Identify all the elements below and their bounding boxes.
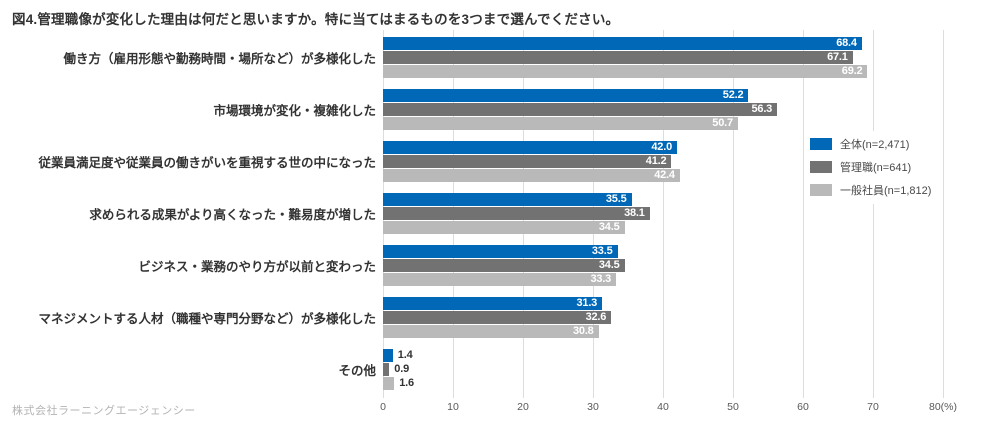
footer-company-name: 株式会社ラーニングエージェンシー (12, 405, 196, 417)
legend-swatch (810, 138, 832, 150)
bar-value-label: 50.7 (712, 117, 733, 129)
category-label: 働き方（雇用形態や勤務時間・場所など）が多様化した (63, 52, 376, 66)
plot-area: 68.4 67.1 69.2 52.2 56.3 50.7 42.0 41.2 42.4 35.5… (383, 30, 944, 398)
bar-value-label: 69.2 (841, 65, 863, 77)
bar: 32.6 (383, 311, 612, 324)
legend-swatch (810, 161, 832, 173)
chart-title: 図4.管理職像が変化した理由は何だと思いますか。特に当てはまるものを3つまで選ん… (12, 12, 620, 27)
category-label: その他 (338, 364, 376, 378)
gridline (943, 30, 944, 398)
bar (383, 363, 390, 376)
bar: 35.5 (383, 193, 632, 206)
bar-value-label: 67.1 (827, 51, 848, 63)
x-tick-label: 30 (587, 401, 599, 413)
bar: 52.2 (383, 89, 749, 102)
bar-value-label: 42.0 (651, 141, 672, 153)
bar: 33.3 (383, 273, 617, 286)
legend-label: 管理職(n=641) (840, 162, 912, 174)
x-tick-label: 40 (657, 401, 669, 413)
bar-value-label: 0.9 (394, 363, 409, 375)
bar-value-label: 34.5 (598, 259, 620, 271)
legend: 全体(n=2,471) 管理職(n=641) 一般社員(n=1,812) (806, 131, 942, 204)
bar-value-label: 33.3 (590, 273, 612, 285)
gridline (663, 30, 664, 398)
bar: 41.2 (383, 155, 672, 168)
bar-value-label: 1.6 (399, 377, 414, 389)
bar-value-label: 1.4 (397, 349, 413, 361)
legend-label: 全体(n=2,471) (840, 139, 910, 151)
legend-item: 全体(n=2,471) (810, 136, 931, 152)
legend-item: 管理職(n=641) (810, 159, 931, 175)
bar-value-label: 41.2 (645, 155, 667, 167)
category-label: 求められる成果がより高くなった・難易度が増した (89, 208, 376, 222)
legend-swatch (810, 184, 832, 196)
gridline (873, 30, 874, 398)
category-label: マネジメントする人材（職種や専門分野など）が多様化した (38, 312, 376, 326)
x-tick-label: 50 (727, 401, 739, 413)
bar-value-label: 38.1 (624, 207, 645, 219)
category-label: ビジネス・業務のやり方が以前と変わった (138, 260, 376, 274)
bar-value-label: 52.2 (722, 89, 744, 101)
bar: 42.4 (383, 169, 680, 182)
bar-value-label: 56.3 (751, 103, 773, 115)
bar: 34.5 (383, 221, 625, 234)
bar-value-label: 32.6 (585, 311, 607, 323)
bar: 56.3 (383, 103, 778, 116)
bar: 30.8 (383, 325, 599, 338)
bar-value-label: 35.5 (605, 193, 627, 205)
legend-item: 一般社員(n=1,812) (810, 182, 931, 198)
x-tick-label: 10 (447, 401, 459, 413)
bar-value-label: 42.4 (654, 169, 675, 181)
x-tick-label: 0 (380, 401, 386, 413)
x-tick-label: 80(%) (928, 401, 957, 413)
bar-value-label: 31.3 (576, 297, 598, 309)
bar: 33.5 (383, 245, 618, 258)
x-tick-label: 70 (867, 401, 879, 413)
bar: 67.1 (383, 51, 853, 64)
bar: 69.2 (383, 65, 868, 78)
legend-label: 一般社員(n=1,812) (840, 185, 932, 197)
bar: 38.1 (383, 207, 650, 220)
x-tick-label: 60 (797, 401, 809, 413)
gridline (803, 30, 804, 398)
category-label: 従業員満足度や従業員の働きがいを重視する世の中になった (38, 156, 376, 170)
bar: 34.5 (383, 259, 625, 272)
bar (383, 349, 393, 362)
bar: 42.0 (383, 141, 677, 154)
x-tick-label: 20 (517, 401, 529, 413)
gridline (733, 30, 734, 398)
bar-value-label: 68.4 (836, 37, 857, 49)
bar-value-label: 33.5 (591, 245, 613, 257)
bar-value-label: 34.5 (598, 221, 620, 233)
bar: 68.4 (383, 37, 862, 50)
bar: 31.3 (383, 297, 603, 310)
bar-value-label: 30.8 (572, 325, 594, 337)
bar: 50.7 (383, 117, 738, 130)
category-label: 市場環境が変化・複雑化した (213, 104, 376, 118)
bar (383, 377, 395, 390)
